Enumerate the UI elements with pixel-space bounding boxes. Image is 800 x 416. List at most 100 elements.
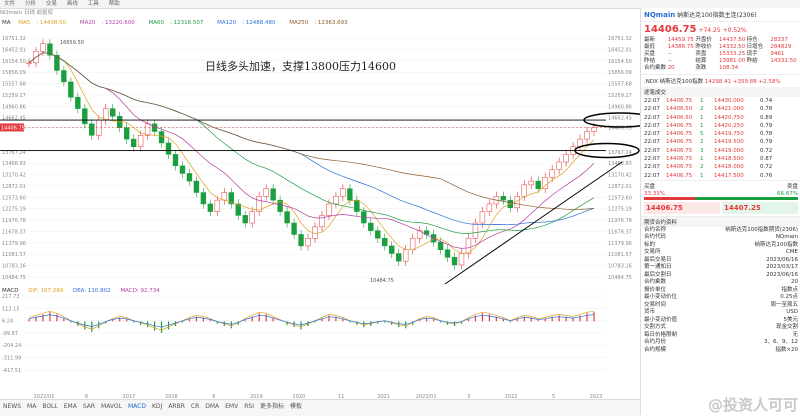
index-label: .NDX 纳斯达克100指数 xyxy=(644,79,704,85)
candle-body xyxy=(451,257,458,266)
ma5-label: MA5: 14438.50 xyxy=(18,20,67,26)
candle-body xyxy=(382,238,388,247)
candle-body xyxy=(542,177,548,189)
x-tick-label: 2020 xyxy=(292,394,305,400)
candle-body xyxy=(479,211,486,224)
orderbook: 22:07 14406.75 1 14430.000 0.74 22:07 14406.50… xyxy=(641,97,800,180)
y-tick-label: 12275.19 xyxy=(2,207,26,213)
candle-body xyxy=(375,230,381,239)
macd-chart[interactable]: 217.73 112.15 6.24 -99.67 -204.24 -311.99 -417… xyxy=(0,294,640,372)
indicator-tab[interactable]: 模板 xyxy=(289,403,302,410)
orderbook-cell: 14406.75 xyxy=(666,131,693,138)
candle-body xyxy=(179,165,186,174)
contract-info-value: USD xyxy=(786,309,798,316)
orderbook-cell: 0.72 xyxy=(760,147,773,154)
indicator-tabs: NEWS MA BOLL EMA SAR MAVOL MACD KDJ ARBR CR DMA EMV… xyxy=(0,399,640,416)
y-tick-label-right: 16452.91 xyxy=(608,47,632,53)
menu-trade[interactable]: 交易 xyxy=(45,1,57,7)
contract-info-row: 交割方式 现金交割 xyxy=(644,324,798,332)
buy-label: 买盘 xyxy=(644,183,656,190)
panel-stats: 最新 14459.75 开盘价 14437.50 持仓 28337 最低 14386.75 昨收… xyxy=(641,37,800,72)
orderbook-cell: 22:07 xyxy=(644,147,660,154)
orderbook-cell: 0.76 xyxy=(760,172,773,179)
candle-body xyxy=(61,70,67,83)
indicator-tab[interactable]: KDJ xyxy=(151,403,163,410)
menu-help[interactable]: 帮助 xyxy=(108,1,120,7)
y-tick-label-right: 13767.24 xyxy=(608,150,632,156)
indicator-tab[interactable]: CR xyxy=(190,403,200,410)
stat-cell xyxy=(747,65,771,72)
menu-file[interactable]: 文件 xyxy=(4,1,16,7)
contract-info-row: 合约乘数 20 xyxy=(644,279,798,287)
indicator-tab[interactable]: EMA xyxy=(63,403,77,410)
candle-body xyxy=(172,154,179,167)
y-tick-label-right: 11976.78 xyxy=(608,218,632,224)
contract-info-value: 2023/06/16 xyxy=(766,256,798,263)
y-tick-label: 16751.32 xyxy=(2,36,26,42)
candle-body xyxy=(319,215,325,228)
candle-body xyxy=(40,43,46,52)
candle-body xyxy=(458,253,465,266)
macd-y-tick: 217.73 xyxy=(2,294,20,300)
contract-info: 合约名称 纳斯达克100指数期货(2306) 合约代码 NQmain 标的 纳斯达克100… xyxy=(641,227,800,355)
indicator-tab[interactable]: MA xyxy=(27,403,37,410)
indicator-tab[interactable]: NEWS xyxy=(3,403,22,410)
indicator-tab[interactable]: EMV xyxy=(225,403,239,410)
buy-sell-bar xyxy=(644,196,798,200)
contract-info-value: 3、6、9、12 xyxy=(764,339,798,346)
indicator-tab[interactable]: MAVOL xyxy=(101,403,122,410)
stat-cell: 15333.25 xyxy=(719,51,746,57)
chart-period[interactable]: 日线 前复权 xyxy=(23,10,54,16)
candle-body xyxy=(137,135,144,147)
indicator-tab[interactable]: 更多指标 xyxy=(259,403,284,410)
contract-info-value: 指数点 xyxy=(781,286,798,293)
bid-ask-row: 14406.75 14407.25 xyxy=(641,200,800,216)
orderbook-cell: 22:07 xyxy=(644,156,660,163)
orderbook-cell: 14406.75 xyxy=(666,139,693,146)
orderbook-cell: 14406.50 xyxy=(666,114,693,121)
candle-body xyxy=(54,54,60,71)
bid-button[interactable]: 14406.75 xyxy=(644,201,720,214)
buy-pct: 33.33% xyxy=(644,190,665,197)
contract-info-key: 合约乘数 xyxy=(644,279,667,286)
indicator-tab[interactable]: RSI xyxy=(244,403,254,410)
menu-draw[interactable]: 画线 xyxy=(66,1,78,7)
candle-body xyxy=(472,222,479,239)
candlestick-chart[interactable]: 16751.32 16751.32 16452.91 16452.91 16154.50… xyxy=(0,30,640,285)
contract-info-row: 合约规模 指数×20 xyxy=(644,347,798,355)
stat-cell: 108.34 xyxy=(719,65,739,71)
watermark: @投资人可可 xyxy=(707,396,798,414)
y-tick-label-right: 15856.09 xyxy=(608,70,632,76)
y-tick-label: 11678.37 xyxy=(2,229,26,235)
stat-cell: -- xyxy=(667,58,672,64)
candle-body xyxy=(103,108,109,121)
orderbook-cell: 14419.000 xyxy=(714,147,744,154)
candle-body xyxy=(340,188,346,197)
contract-info-value: 周一至周五 xyxy=(770,301,798,308)
orderbook-cell: 14421.000 xyxy=(714,106,744,113)
orderbook-row: 22:07 14406.75 1 14430.000 0.74 xyxy=(644,97,798,105)
candle-body xyxy=(591,127,597,132)
indicator-tab[interactable]: DMA xyxy=(205,403,220,410)
candle-body xyxy=(514,196,520,209)
orderbook-row: 22:07 14406.75 1 14418.500 0.87 xyxy=(644,155,798,163)
contract-info-row: 标的 纳斯达克100指数 xyxy=(644,242,798,250)
menu-tools[interactable]: 工具 xyxy=(87,1,99,7)
indicator-tab[interactable]: ARBR xyxy=(168,403,185,410)
ma20-line xyxy=(28,52,595,249)
quote-panel: NQmain 纳斯达克100指数主连(2306) 14406.75 +74.25… xyxy=(640,8,800,415)
candle-body xyxy=(235,203,241,216)
contract-info-row: 交易所 CME xyxy=(644,249,798,257)
indicator-tab[interactable]: BOLL xyxy=(42,403,58,410)
indicator-tab[interactable]: SAR xyxy=(82,403,96,410)
indicator-tab[interactable]: MACD xyxy=(127,403,146,410)
stat-cell: 现手 xyxy=(746,51,758,57)
candle-body xyxy=(312,226,318,239)
ask-button[interactable]: 14407.25 xyxy=(722,201,798,214)
contract-info-value: 无 xyxy=(792,331,798,338)
contract-info-row: 每日价格限制 无 xyxy=(644,332,798,340)
stat-row: 最低 14386.75 昨收价 14332.50 日增仓 284829 xyxy=(644,44,798,51)
menu-analysis[interactable]: 分析 xyxy=(24,1,36,7)
orderbook-cell: 14419.500 xyxy=(714,139,744,146)
contract-info-row: 合约代码 NQmain xyxy=(644,234,798,242)
